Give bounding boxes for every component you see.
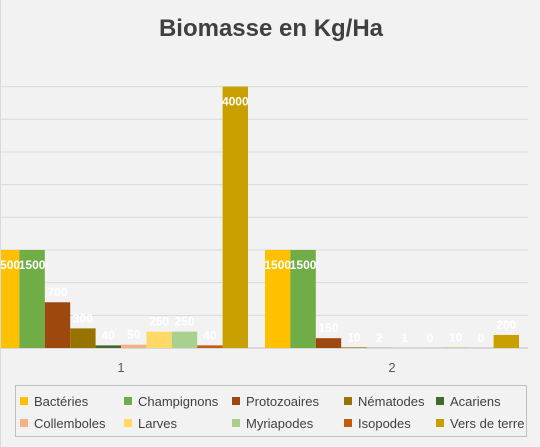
bars: [0, 86, 519, 349]
bar-vers-de-terre-1: [222, 86, 248, 349]
data-label: 1500: [290, 258, 317, 272]
legend: Bactéries Champignons Protozoaires Nématode…: [15, 385, 527, 437]
legend-label: Nématodes: [358, 393, 425, 409]
legend-label: Bactéries: [34, 393, 89, 409]
bar-acariens-1: [95, 345, 121, 348]
data-label: 150: [318, 321, 338, 335]
bar-nématodes-1: [70, 328, 96, 348]
legend-swatch: [124, 419, 132, 427]
legend-item: Larves: [124, 412, 232, 434]
bar-nématodes-2: [341, 347, 367, 348]
legend-item: Protozoaires: [232, 390, 344, 412]
legend-item: Isopodes: [344, 412, 436, 434]
data-label: 1500: [1, 258, 20, 272]
gridlines: [1, 86, 528, 349]
data-label: 0: [427, 331, 434, 345]
legend-item: Champignons: [124, 390, 232, 412]
legend-label: Acariens: [450, 393, 501, 409]
data-label: 50: [127, 328, 141, 342]
bar-champignons-1: [19, 249, 45, 348]
bar-bactéries-1: [0, 249, 20, 348]
data-label: 40: [102, 328, 116, 342]
data-label: 0: [478, 331, 485, 345]
legend-item: Myriapodes: [232, 412, 344, 434]
x-tick-label: 2: [388, 360, 395, 375]
data-label: 1: [401, 331, 408, 345]
data-label: 10: [449, 330, 463, 344]
bar-bactéries-2: [265, 249, 291, 348]
data-labels: 1500150070030040502502504040001500150015…: [0, 95, 517, 345]
legend-item: Nématodes: [344, 390, 436, 412]
legend-swatch: [436, 397, 444, 405]
legend-swatch: [124, 397, 132, 405]
legend-label: Larves: [138, 415, 178, 431]
x-tick-label: 1: [117, 360, 124, 375]
bar-larves-1: [146, 331, 172, 348]
bar-protozoaires-2: [315, 338, 342, 348]
legend-label: Myriapodes: [246, 415, 314, 431]
legend-item: Vers de terre: [436, 412, 524, 434]
legend-label: Protozoaires: [246, 393, 319, 409]
legend-item: Bactéries: [20, 390, 124, 412]
data-label: 2: [376, 331, 383, 345]
data-label: 40: [203, 328, 217, 342]
bar-myriapodes-2: [442, 347, 469, 348]
data-label: 1500: [264, 258, 291, 272]
legend-label: Isopodes: [358, 415, 411, 431]
data-label: 700: [47, 285, 67, 299]
legend-swatch: [20, 419, 28, 427]
bar-champignons-2: [290, 249, 316, 348]
chart-title: Biomasse en Kg/Ha: [159, 15, 384, 42]
legend-swatch: [344, 419, 352, 427]
legend-item: Acariens: [436, 390, 524, 412]
data-label: 4000: [222, 95, 249, 109]
bar-myriapodes-1: [171, 331, 198, 348]
data-label: 300: [73, 311, 93, 325]
data-label: 200: [496, 318, 516, 332]
data-label: 10: [347, 330, 361, 344]
legend-label: Champignons: [138, 393, 219, 409]
bar-collemboles-1: [121, 344, 147, 348]
legend-label: Collemboles: [34, 415, 106, 431]
legend-swatch: [344, 397, 352, 405]
legend-swatch: [232, 419, 240, 427]
bar-protozoaires-1: [44, 302, 71, 348]
data-label: 250: [149, 315, 169, 329]
bar-isopodes-1: [197, 345, 223, 348]
chart-plot: Biomasse en Kg/Ha 1500150070030040502502…: [0, 15, 528, 375]
legend-swatch: [436, 419, 444, 427]
legend-label: Vers de terre: [450, 415, 525, 431]
bar-vers-de-terre-2: [493, 334, 519, 348]
legend-swatch: [232, 397, 240, 405]
data-label: 250: [174, 315, 194, 329]
legend-item: Collemboles: [20, 412, 124, 434]
legend-swatch: [20, 397, 28, 405]
data-label: 1500: [19, 258, 46, 272]
